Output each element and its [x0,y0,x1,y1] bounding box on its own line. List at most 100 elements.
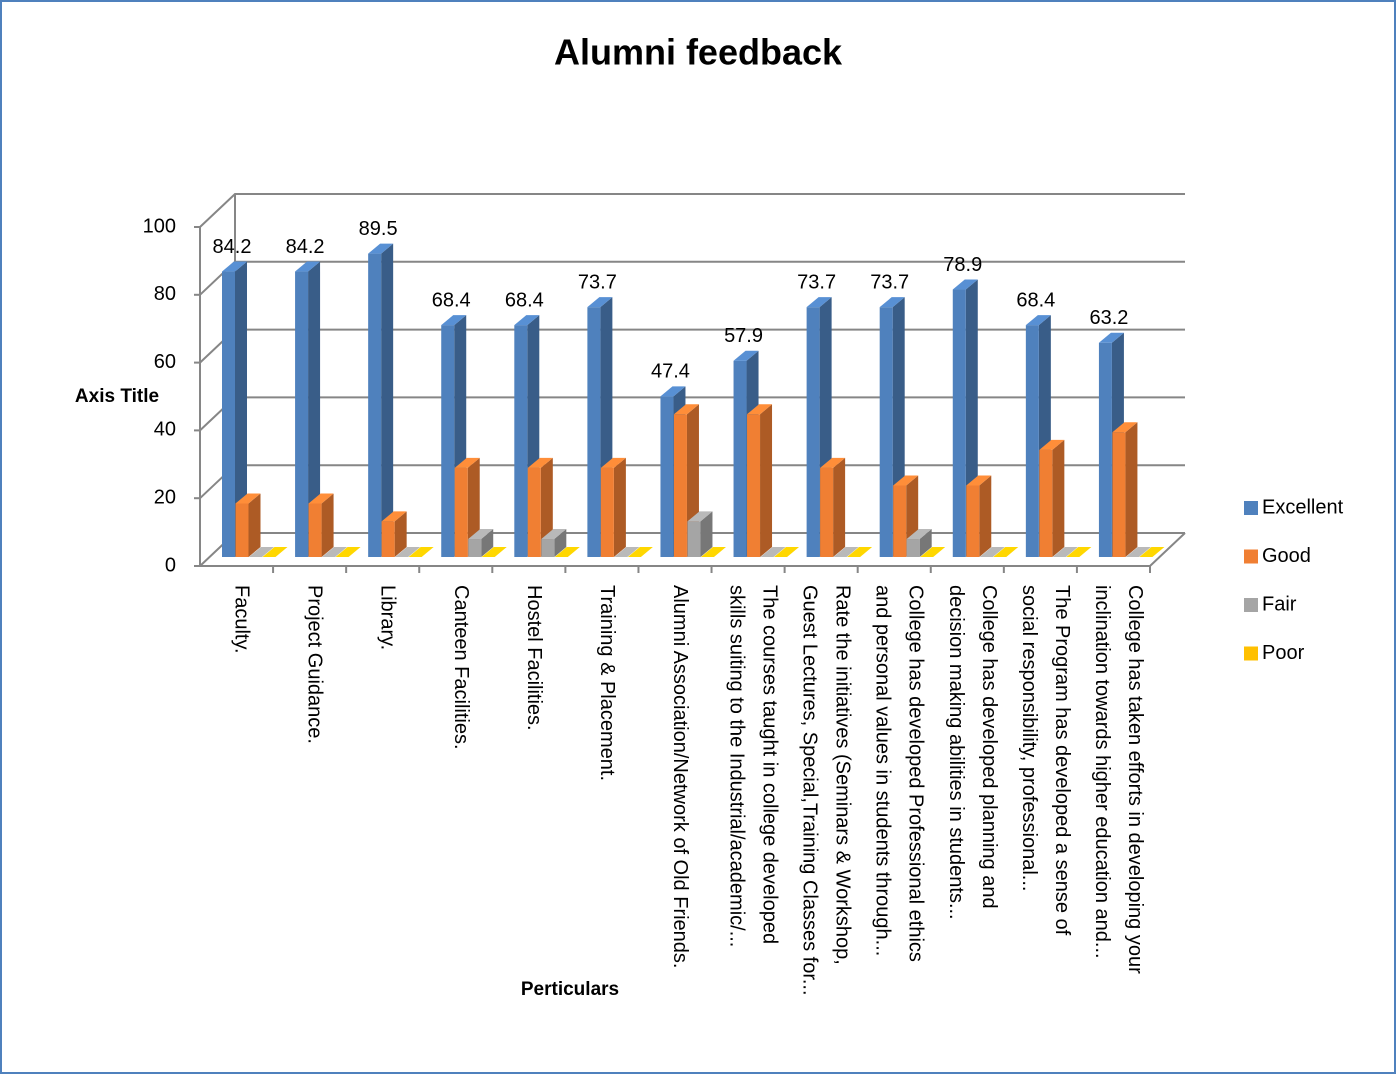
x-tick-label: Project Guidance. [303,585,325,744]
bar-top [820,457,846,468]
bar-front [527,467,541,557]
bar-front [308,503,322,557]
bar-top [600,457,626,468]
data-label: 73.7 [797,271,836,293]
legend-swatch [1244,598,1258,612]
bar-top [966,475,992,486]
bar-top [627,547,653,557]
bar [920,547,946,557]
bar-top [906,529,932,540]
bar-side [321,493,334,557]
bar-side [554,529,567,557]
bar-side [613,457,626,557]
bar [481,547,507,557]
bar-side [394,511,407,557]
bar-top [673,404,699,415]
data-label: 68.4 [432,289,471,311]
data-label: 89.5 [359,218,398,240]
bar-front [673,414,687,557]
bar-top [760,547,786,557]
bar [468,529,494,557]
legend-label: Fair [1262,593,1297,615]
data-label: 84.2 [213,236,252,258]
bar-front [468,539,482,557]
bar-top [879,297,905,308]
bar [235,493,261,557]
bar [308,493,334,557]
bar [627,547,653,557]
legend-swatch [1244,549,1258,564]
bar-side [248,493,261,557]
x-tick-label: Library. [376,585,398,650]
bar-front [879,307,893,557]
x-tick-label: Rate the initiatives (Seminars & Worksho… [798,585,853,996]
bar [700,547,726,557]
bar [395,547,421,557]
bar [408,547,434,557]
bar [847,547,873,557]
bar-top [554,547,580,557]
bar-front [1098,342,1112,557]
bar-top [614,547,640,557]
bar-front [222,271,235,557]
bar-top [295,261,321,272]
data-label: 57.9 [724,325,763,347]
bar-front [541,539,555,557]
x-tick-label: Canteen Facilities. [449,585,471,750]
bar [541,529,567,557]
bar-top [308,493,334,504]
legend-swatch [1244,501,1258,515]
bar-front [687,521,701,557]
bar [295,261,321,557]
bar-top [1112,422,1138,433]
bar [322,547,348,557]
bar-front [893,485,907,557]
bar-top [1025,315,1051,326]
bar-top [979,547,1005,557]
bar-top [806,297,832,308]
bar-top [249,547,274,557]
bar [833,547,859,557]
y-tick-label: 80 [154,283,176,305]
bar-top [235,493,261,504]
bar-side [381,243,394,557]
x-tick-label: College has taken efforts in developing … [1091,585,1146,974]
y-tick-label: 0 [165,554,176,576]
bar-top [833,547,859,557]
bar-side [235,261,247,557]
legend-label: Excellent [1262,496,1344,518]
data-label: 63.2 [1089,307,1128,329]
bar-top [1098,332,1124,343]
bar-top [893,475,919,486]
bar-top [1052,547,1078,557]
bar-side [700,511,713,557]
data-label: 73.7 [870,271,909,293]
bar-side [760,404,773,557]
legend-label: Good [1262,545,1311,567]
bar-front [660,396,674,557]
bar-front [235,503,249,557]
bar-front [952,289,966,557]
bar-top [687,511,713,522]
y-axis-title: Axis Title [75,386,159,407]
x-axis-title: Perticulars [521,979,619,1000]
data-label: 84.2 [286,236,325,258]
x-tick-label: Hostel Facilities. [523,585,545,731]
x-tick-label: The Program has developed a sense ofsoci… [1018,585,1073,936]
bar-top [408,547,434,557]
bar-top [660,386,686,397]
bar-top [262,547,288,557]
legend-swatch [1244,646,1258,661]
bar-top [527,457,553,468]
bar-front [381,521,395,557]
bar [1066,547,1092,557]
y-tick-label: 40 [154,419,176,441]
bar [368,243,394,557]
bar-top [733,350,759,361]
bar-top [381,511,407,522]
bar [747,404,773,557]
data-label: 68.4 [505,289,544,311]
bar-top [1039,439,1065,450]
bar-top [541,529,567,540]
